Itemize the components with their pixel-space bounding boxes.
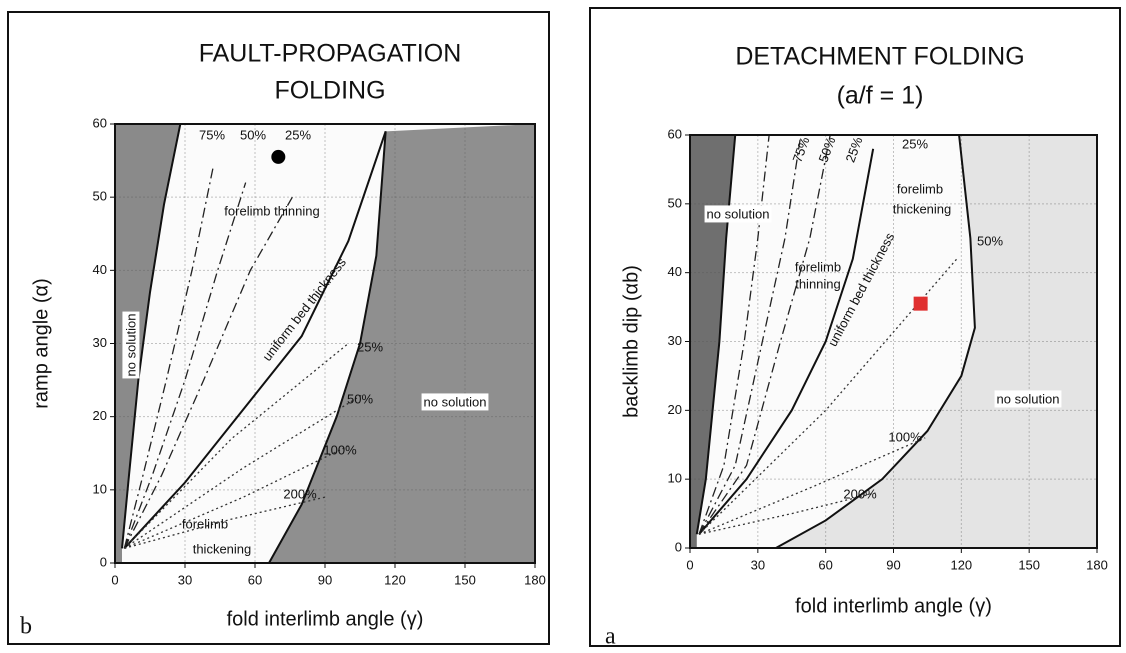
x-axis-label: fold interlimb angle (γ) bbox=[795, 595, 992, 617]
annotation: 25% bbox=[357, 339, 383, 354]
chart-title: (a/f = 1) bbox=[837, 82, 924, 110]
y-tick-label: 60 bbox=[668, 126, 682, 141]
curve bbox=[123, 130, 387, 550]
annotation-background bbox=[994, 390, 1062, 408]
x-tick-label: 60 bbox=[248, 572, 262, 587]
annotation: 100% bbox=[888, 429, 922, 444]
annotation: 200% bbox=[843, 486, 877, 501]
y-tick-label: 20 bbox=[93, 408, 107, 423]
chart-title: FAULT-PROPAGATION bbox=[199, 40, 462, 68]
annotation: 25% bbox=[285, 127, 311, 142]
curve bbox=[698, 148, 875, 535]
y-tick-label: 0 bbox=[100, 554, 107, 569]
curve bbox=[123, 167, 214, 549]
annotation: thickening bbox=[893, 201, 952, 216]
no-solution-region bbox=[115, 124, 181, 563]
x-tick-label: 120 bbox=[384, 572, 406, 587]
annotation-background bbox=[122, 311, 140, 379]
curve bbox=[123, 182, 247, 549]
curve bbox=[123, 342, 349, 549]
curve bbox=[124, 496, 326, 549]
y-tick-label: 50 bbox=[93, 189, 107, 204]
annotation: 200% bbox=[283, 486, 317, 501]
x-tick-label: 30 bbox=[751, 557, 765, 572]
plot-frame bbox=[114, 123, 536, 564]
y-tick-label: 20 bbox=[668, 402, 682, 417]
no-solution-region bbox=[775, 135, 1097, 548]
x-tick-label: 150 bbox=[1018, 557, 1040, 572]
curve bbox=[698, 134, 831, 535]
annotation-background bbox=[704, 205, 772, 223]
annotation: no solution bbox=[123, 314, 138, 377]
x-tick-label: 0 bbox=[111, 572, 118, 587]
curve bbox=[698, 437, 926, 535]
x-tick-label: 0 bbox=[686, 557, 693, 572]
curve bbox=[698, 258, 958, 535]
annotation: thickening bbox=[193, 541, 252, 556]
marker bbox=[913, 296, 928, 311]
annotation-background bbox=[421, 393, 489, 411]
x-tick-label: 180 bbox=[524, 572, 546, 587]
annotation: 50% bbox=[347, 391, 373, 406]
annotation: no solution bbox=[424, 394, 487, 409]
curve bbox=[121, 123, 182, 549]
marker bbox=[271, 149, 286, 164]
curve bbox=[775, 134, 976, 549]
no-solution-region bbox=[269, 124, 535, 563]
y-tick-label: 10 bbox=[93, 481, 107, 496]
curve bbox=[698, 134, 802, 535]
x-tick-label: 180 bbox=[1086, 557, 1108, 572]
annotation: forelimb bbox=[795, 259, 841, 274]
curve bbox=[123, 394, 363, 549]
y-tick-label: 40 bbox=[93, 262, 107, 277]
chart-title: FOLDING bbox=[274, 77, 385, 105]
annotation: thinning bbox=[795, 276, 841, 291]
annotation: 75% bbox=[199, 127, 225, 142]
x-tick-label: 90 bbox=[886, 557, 900, 572]
panel-label: a bbox=[605, 624, 616, 650]
x-tick-label: 150 bbox=[454, 572, 476, 587]
annotation: 50% bbox=[240, 127, 266, 142]
x-tick-label: 60 bbox=[818, 557, 832, 572]
y-tick-label: 40 bbox=[668, 264, 682, 279]
curve bbox=[123, 196, 293, 549]
curve bbox=[698, 134, 770, 535]
y-tick-label: 50 bbox=[668, 195, 682, 210]
annotation: forelimb bbox=[897, 181, 943, 196]
x-tick-label: 90 bbox=[318, 572, 332, 587]
curve bbox=[268, 131, 387, 564]
plot-frame bbox=[689, 134, 1098, 549]
annotation: 100% bbox=[323, 442, 357, 457]
panel-frame bbox=[589, 7, 1121, 647]
annotation: 25% bbox=[902, 136, 928, 151]
annotation: no solution bbox=[997, 391, 1060, 406]
annotation: forelimb bbox=[182, 516, 228, 531]
y-axis-label: ramp angle (α) bbox=[30, 278, 52, 409]
annotation: no solution bbox=[707, 206, 770, 221]
annotation: 50% bbox=[977, 233, 1003, 248]
x-tick-label: 120 bbox=[950, 557, 972, 572]
y-tick-label: 10 bbox=[668, 471, 682, 486]
no-solution-region bbox=[690, 135, 736, 548]
curve bbox=[698, 492, 876, 535]
y-tick-label: 60 bbox=[93, 115, 107, 130]
panel-label: b bbox=[20, 614, 32, 640]
y-axis-label: backlimb dip (αb) bbox=[620, 265, 642, 418]
x-axis-label: fold interlimb angle (γ) bbox=[227, 608, 424, 630]
y-tick-label: 30 bbox=[668, 333, 682, 348]
y-tick-label: 30 bbox=[93, 335, 107, 350]
y-tick-label: 0 bbox=[675, 539, 682, 554]
chart-title: DETACHMENT FOLDING bbox=[735, 43, 1024, 71]
x-tick-label: 30 bbox=[178, 572, 192, 587]
panel-frame bbox=[7, 11, 550, 645]
annotation: forelimb thinning bbox=[224, 203, 319, 218]
